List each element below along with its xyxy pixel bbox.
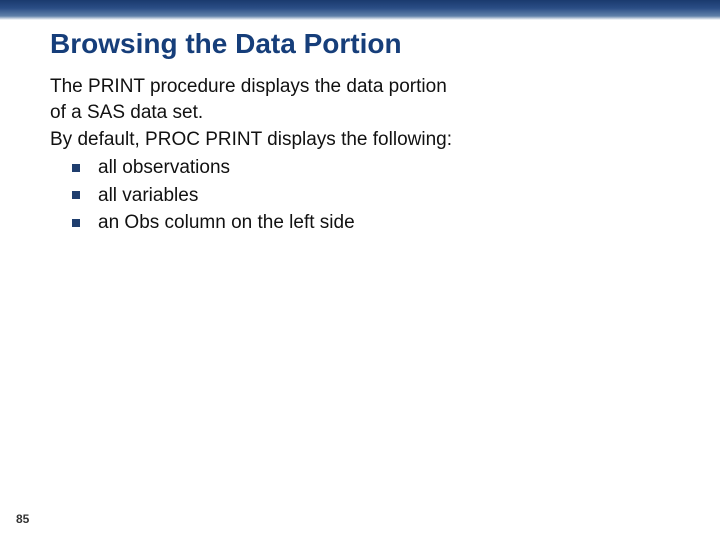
intro-line-2: of a SAS data set. xyxy=(50,100,720,126)
list-item: an Obs column on the left side xyxy=(72,210,720,236)
page-number: 85 xyxy=(16,512,29,526)
slide-title: Browsing the Data Portion xyxy=(0,20,720,74)
bullet-text: an Obs column on the left side xyxy=(98,210,355,236)
bullet-list: all observations all variables an Obs co… xyxy=(50,155,720,236)
bullet-text: all observations xyxy=(98,155,230,181)
square-bullet-icon xyxy=(72,164,80,172)
list-item: all variables xyxy=(72,183,720,209)
slide-body: The PRINT procedure displays the data po… xyxy=(0,74,720,236)
bullet-text: all variables xyxy=(98,183,198,209)
square-bullet-icon xyxy=(72,191,80,199)
header-gradient-bar xyxy=(0,0,720,20)
list-item: all observations xyxy=(72,155,720,181)
subheading: By default, PROC PRINT displays the foll… xyxy=(50,127,720,153)
square-bullet-icon xyxy=(72,219,80,227)
intro-line-1: The PRINT procedure displays the data po… xyxy=(50,74,720,100)
